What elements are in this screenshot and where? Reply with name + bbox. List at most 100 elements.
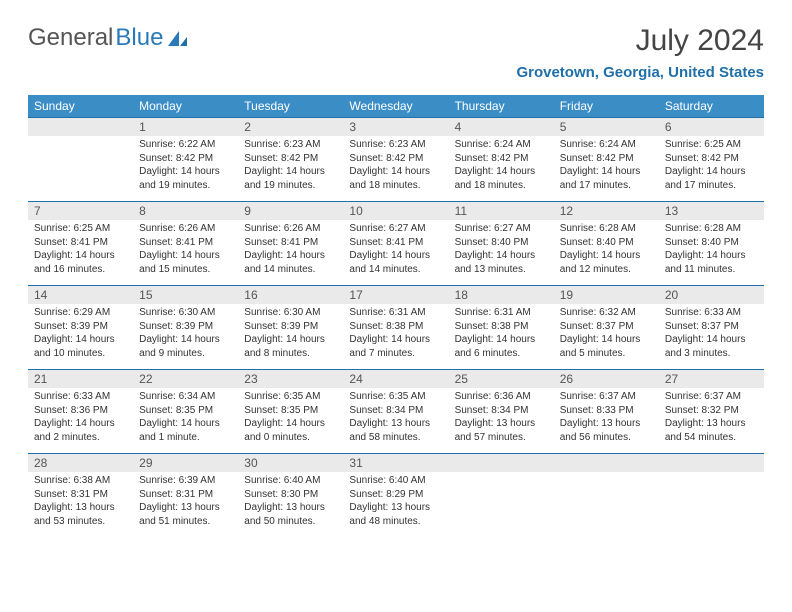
day-header: Sunday: [28, 95, 133, 117]
day-number: 16: [238, 285, 343, 304]
day-details: Sunrise: 6:30 AMSunset: 8:39 PMDaylight:…: [133, 304, 238, 364]
day-number: 25: [449, 369, 554, 388]
sunset-text: Sunset: 8:33 PM: [560, 404, 653, 418]
sunset-text: Sunset: 8:31 PM: [139, 488, 232, 502]
daylight-text: Daylight: 14 hours and 6 minutes.: [455, 333, 548, 360]
calendar-cell: 17Sunrise: 6:31 AMSunset: 8:38 PMDayligh…: [343, 285, 448, 369]
sunrise-text: Sunrise: 6:29 AM: [34, 306, 127, 320]
calendar-cell: 19Sunrise: 6:32 AMSunset: 8:37 PMDayligh…: [554, 285, 659, 369]
daylight-text: Daylight: 14 hours and 2 minutes.: [34, 417, 127, 444]
daylight-text: Daylight: 14 hours and 15 minutes.: [139, 249, 232, 276]
day-number: 29: [133, 453, 238, 472]
day-details: Sunrise: 6:37 AMSunset: 8:33 PMDaylight:…: [554, 388, 659, 448]
sunrise-text: Sunrise: 6:38 AM: [34, 474, 127, 488]
calendar-cell: 18Sunrise: 6:31 AMSunset: 8:38 PMDayligh…: [449, 285, 554, 369]
daylight-text: Daylight: 14 hours and 17 minutes.: [560, 165, 653, 192]
day-number: [554, 453, 659, 472]
sunset-text: Sunset: 8:37 PM: [665, 320, 758, 334]
day-details: Sunrise: 6:23 AMSunset: 8:42 PMDaylight:…: [343, 136, 448, 196]
day-details: Sunrise: 6:38 AMSunset: 8:31 PMDaylight:…: [28, 472, 133, 532]
day-details: Sunrise: 6:24 AMSunset: 8:42 PMDaylight:…: [554, 136, 659, 196]
calendar-header-row: Sunday Monday Tuesday Wednesday Thursday…: [28, 95, 764, 117]
day-details: [554, 472, 659, 532]
sunset-text: Sunset: 8:41 PM: [244, 236, 337, 250]
day-details: Sunrise: 6:25 AMSunset: 8:41 PMDaylight:…: [28, 220, 133, 280]
day-details: Sunrise: 6:31 AMSunset: 8:38 PMDaylight:…: [343, 304, 448, 364]
month-title: July 2024: [516, 24, 764, 58]
location-text: Grovetown, Georgia, United States: [516, 64, 764, 81]
day-number: 22: [133, 369, 238, 388]
day-header: Thursday: [449, 95, 554, 117]
calendar-cell: 1Sunrise: 6:22 AMSunset: 8:42 PMDaylight…: [133, 117, 238, 201]
day-number: 12: [554, 201, 659, 220]
calendar-cell: 15Sunrise: 6:30 AMSunset: 8:39 PMDayligh…: [133, 285, 238, 369]
sunset-text: Sunset: 8:41 PM: [139, 236, 232, 250]
day-header: Friday: [554, 95, 659, 117]
daylight-text: Daylight: 14 hours and 3 minutes.: [665, 333, 758, 360]
calendar-week-row: 28Sunrise: 6:38 AMSunset: 8:31 PMDayligh…: [28, 453, 764, 537]
calendar-cell: 23Sunrise: 6:35 AMSunset: 8:35 PMDayligh…: [238, 369, 343, 453]
day-number: 2: [238, 117, 343, 136]
sunrise-text: Sunrise: 6:37 AM: [665, 390, 758, 404]
day-details: Sunrise: 6:33 AMSunset: 8:36 PMDaylight:…: [28, 388, 133, 448]
calendar-cell: 7Sunrise: 6:25 AMSunset: 8:41 PMDaylight…: [28, 201, 133, 285]
sunset-text: Sunset: 8:42 PM: [455, 152, 548, 166]
day-header: Wednesday: [343, 95, 448, 117]
calendar-week-row: 21Sunrise: 6:33 AMSunset: 8:36 PMDayligh…: [28, 369, 764, 453]
daylight-text: Daylight: 14 hours and 17 minutes.: [665, 165, 758, 192]
day-number: 28: [28, 453, 133, 472]
calendar-cell: 6Sunrise: 6:25 AMSunset: 8:42 PMDaylight…: [659, 117, 764, 201]
day-details: Sunrise: 6:40 AMSunset: 8:30 PMDaylight:…: [238, 472, 343, 532]
day-details: Sunrise: 6:35 AMSunset: 8:34 PMDaylight:…: [343, 388, 448, 448]
calendar-cell: 5Sunrise: 6:24 AMSunset: 8:42 PMDaylight…: [554, 117, 659, 201]
daylight-text: Daylight: 13 hours and 54 minutes.: [665, 417, 758, 444]
sunset-text: Sunset: 8:40 PM: [455, 236, 548, 250]
sunrise-text: Sunrise: 6:35 AM: [349, 390, 442, 404]
day-number: 3: [343, 117, 448, 136]
sunset-text: Sunset: 8:38 PM: [455, 320, 548, 334]
calendar-cell: 2Sunrise: 6:23 AMSunset: 8:42 PMDaylight…: [238, 117, 343, 201]
sunrise-text: Sunrise: 6:40 AM: [349, 474, 442, 488]
day-details: [28, 136, 133, 196]
day-number: 8: [133, 201, 238, 220]
calendar-cell: 16Sunrise: 6:30 AMSunset: 8:39 PMDayligh…: [238, 285, 343, 369]
day-number: 17: [343, 285, 448, 304]
calendar-cell: 22Sunrise: 6:34 AMSunset: 8:35 PMDayligh…: [133, 369, 238, 453]
calendar-cell: 27Sunrise: 6:37 AMSunset: 8:32 PMDayligh…: [659, 369, 764, 453]
day-number: 13: [659, 201, 764, 220]
day-header: Tuesday: [238, 95, 343, 117]
sunrise-text: Sunrise: 6:35 AM: [244, 390, 337, 404]
sunset-text: Sunset: 8:30 PM: [244, 488, 337, 502]
calendar-cell: [554, 453, 659, 537]
sunrise-text: Sunrise: 6:30 AM: [244, 306, 337, 320]
brand-part1: General: [28, 24, 113, 52]
day-number: 1: [133, 117, 238, 136]
calendar-cell: 9Sunrise: 6:26 AMSunset: 8:41 PMDaylight…: [238, 201, 343, 285]
daylight-text: Daylight: 14 hours and 5 minutes.: [560, 333, 653, 360]
calendar-cell: 29Sunrise: 6:39 AMSunset: 8:31 PMDayligh…: [133, 453, 238, 537]
sunrise-text: Sunrise: 6:23 AM: [349, 138, 442, 152]
calendar-cell: 4Sunrise: 6:24 AMSunset: 8:42 PMDaylight…: [449, 117, 554, 201]
sunset-text: Sunset: 8:31 PM: [34, 488, 127, 502]
calendar-cell: 30Sunrise: 6:40 AMSunset: 8:30 PMDayligh…: [238, 453, 343, 537]
day-details: Sunrise: 6:40 AMSunset: 8:29 PMDaylight:…: [343, 472, 448, 532]
day-details: Sunrise: 6:33 AMSunset: 8:37 PMDaylight:…: [659, 304, 764, 364]
daylight-text: Daylight: 13 hours and 58 minutes.: [349, 417, 442, 444]
calendar-week-row: 14Sunrise: 6:29 AMSunset: 8:39 PMDayligh…: [28, 285, 764, 369]
sunset-text: Sunset: 8:34 PM: [455, 404, 548, 418]
sunset-text: Sunset: 8:42 PM: [244, 152, 337, 166]
calendar-table: Sunday Monday Tuesday Wednesday Thursday…: [28, 95, 764, 537]
calendar-cell: 11Sunrise: 6:27 AMSunset: 8:40 PMDayligh…: [449, 201, 554, 285]
sunrise-text: Sunrise: 6:36 AM: [455, 390, 548, 404]
daylight-text: Daylight: 14 hours and 10 minutes.: [34, 333, 127, 360]
day-details: Sunrise: 6:28 AMSunset: 8:40 PMDaylight:…: [554, 220, 659, 280]
calendar-cell: 21Sunrise: 6:33 AMSunset: 8:36 PMDayligh…: [28, 369, 133, 453]
day-details: Sunrise: 6:29 AMSunset: 8:39 PMDaylight:…: [28, 304, 133, 364]
sunrise-text: Sunrise: 6:30 AM: [139, 306, 232, 320]
day-number: 14: [28, 285, 133, 304]
day-number: 20: [659, 285, 764, 304]
brand-part2: Blue: [115, 24, 163, 52]
day-details: Sunrise: 6:27 AMSunset: 8:40 PMDaylight:…: [449, 220, 554, 280]
daylight-text: Daylight: 14 hours and 9 minutes.: [139, 333, 232, 360]
day-number: [659, 453, 764, 472]
